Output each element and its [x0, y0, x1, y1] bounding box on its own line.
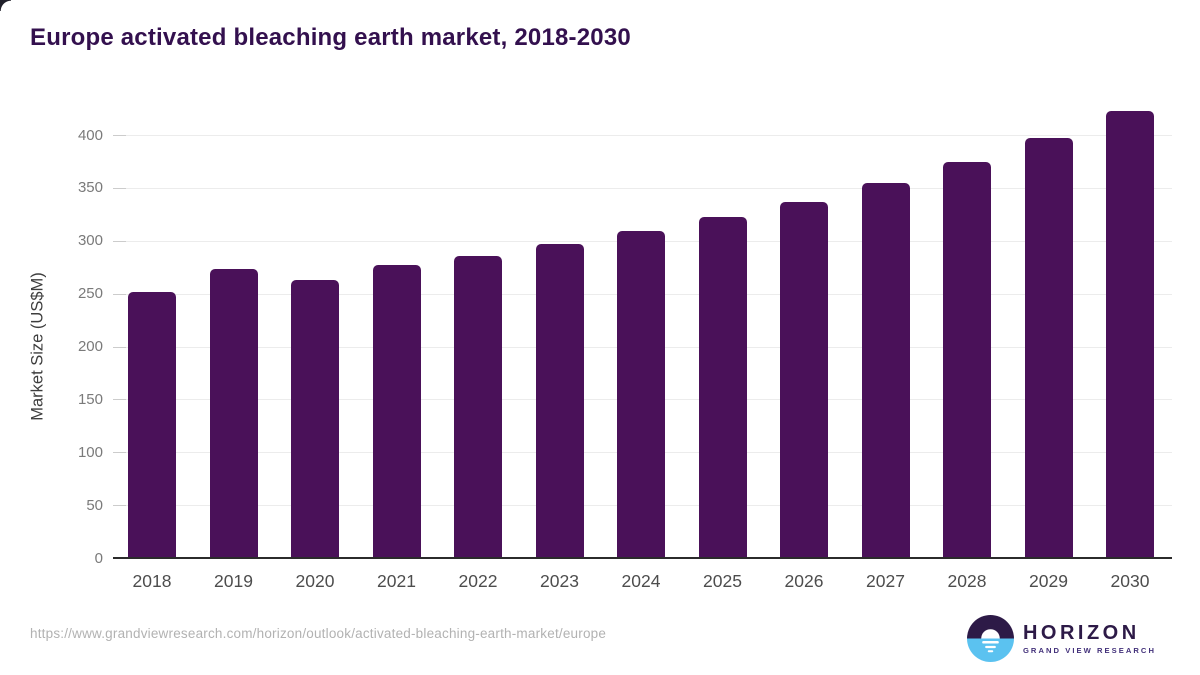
bar-2028[interactable]	[943, 162, 991, 558]
x-tick-label-2022: 2022	[458, 571, 498, 591]
x-tick-label-2028: 2028	[947, 571, 987, 591]
bar-2018[interactable]	[128, 291, 176, 558]
gridline-400	[113, 135, 1172, 136]
logo-text: HORIZON GRAND VIEW RESEARCH	[1023, 623, 1156, 655]
y-tick-mark-350	[113, 187, 126, 189]
corner-artifact	[0, 0, 11, 11]
bar-2023[interactable]	[535, 243, 584, 558]
y-tick-mark-400	[113, 135, 126, 136]
x-axis-line	[113, 557, 1172, 559]
y-tick-label-150: 150	[77, 390, 103, 408]
y-tick-label-100: 100	[77, 443, 103, 461]
y-tick-mark-50	[113, 505, 126, 507]
y-tick-label-200: 200	[77, 338, 103, 355]
y-tick-label-0: 0	[94, 549, 103, 567]
bar-2030[interactable]	[1106, 110, 1154, 558]
y-tick-label-300: 300	[77, 232, 103, 250]
y-tick-mark-100	[113, 452, 126, 454]
y-tick-label-250: 250	[77, 285, 103, 303]
x-tick-label-2025: 2025	[703, 571, 742, 591]
logo-brand: HORIZON	[1022, 621, 1140, 644]
x-tick-label-2029: 2029	[1029, 571, 1068, 591]
y-tick-label-350: 350	[77, 179, 103, 197]
bar-2020[interactable]	[291, 279, 339, 558]
y-tick-mark-300	[113, 240, 126, 242]
bar-2026[interactable]	[780, 201, 828, 558]
x-tick-label-2026: 2026	[784, 571, 824, 591]
chart-title: Europe activated bleaching earth market,…	[30, 24, 631, 51]
x-tick-label-2021: 2021	[377, 571, 416, 591]
x-tick-label-2018: 2018	[132, 571, 172, 591]
y-tick-label-50: 50	[86, 496, 103, 514]
bar-2027[interactable]	[861, 182, 910, 558]
x-tick-label-2024: 2024	[621, 571, 661, 591]
source-url: https://www.grandviewresearch.com/horizo…	[30, 626, 607, 641]
bar-2025[interactable]	[698, 217, 747, 558]
x-tick-label-2030: 2030	[1110, 571, 1150, 591]
horizon-sun-over-water-icon	[966, 615, 1014, 662]
y-tick-mark-250	[113, 293, 126, 295]
y-tick-mark-200	[113, 346, 126, 348]
x-tick-label-2019: 2019	[214, 571, 253, 591]
bar-2021[interactable]	[372, 265, 421, 558]
y-tick-mark-150	[113, 399, 126, 401]
bar-2022[interactable]	[454, 255, 502, 558]
logo-subtitle: GRAND VIEW RESEARCH	[1022, 645, 1156, 655]
bar-2029[interactable]	[1024, 138, 1073, 558]
x-tick-label-2027: 2027	[866, 571, 905, 591]
gridline-350	[113, 187, 1172, 189]
bar-2024[interactable]	[617, 231, 665, 558]
logo-grand-view-research[interactable]: HORIZON GRAND VIEW RESEARCH	[966, 615, 1156, 662]
bar-2019[interactable]	[209, 269, 258, 558]
x-tick-label-2023: 2023	[540, 571, 579, 591]
x-tick-label-2020: 2020	[295, 571, 335, 591]
y-tick-label-400: 400	[77, 126, 103, 144]
